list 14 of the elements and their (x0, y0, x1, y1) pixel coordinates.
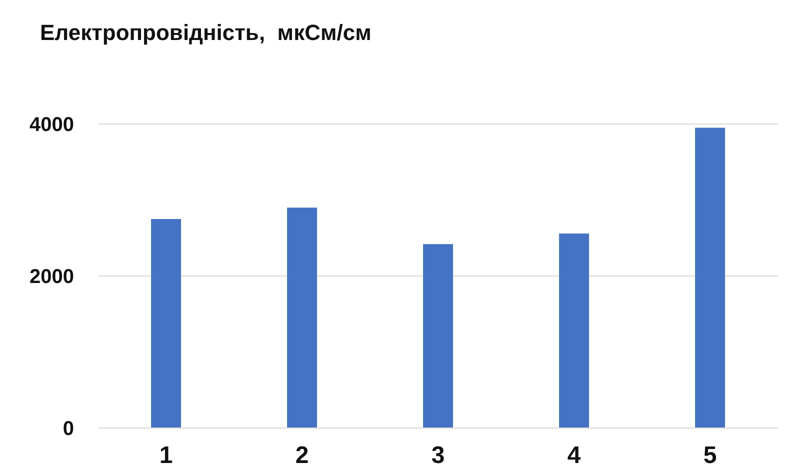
x-tick-label: 4 (567, 442, 582, 470)
chart-title: Електропровідність, мкСм/см (40, 20, 372, 46)
x-tick-label: 5 (703, 442, 717, 470)
bar (287, 208, 318, 428)
y-tick-label: 4000 (30, 114, 74, 136)
x-tick-label: 2 (295, 442, 309, 470)
x-tick-label: 1 (159, 442, 173, 470)
bar (559, 233, 590, 428)
y-tick-label: 2000 (30, 266, 74, 288)
bar (695, 128, 726, 428)
bar (423, 244, 454, 428)
bar (151, 219, 182, 428)
y-tick-label: 0 (62, 418, 74, 440)
x-tick-label: 3 (431, 442, 445, 470)
